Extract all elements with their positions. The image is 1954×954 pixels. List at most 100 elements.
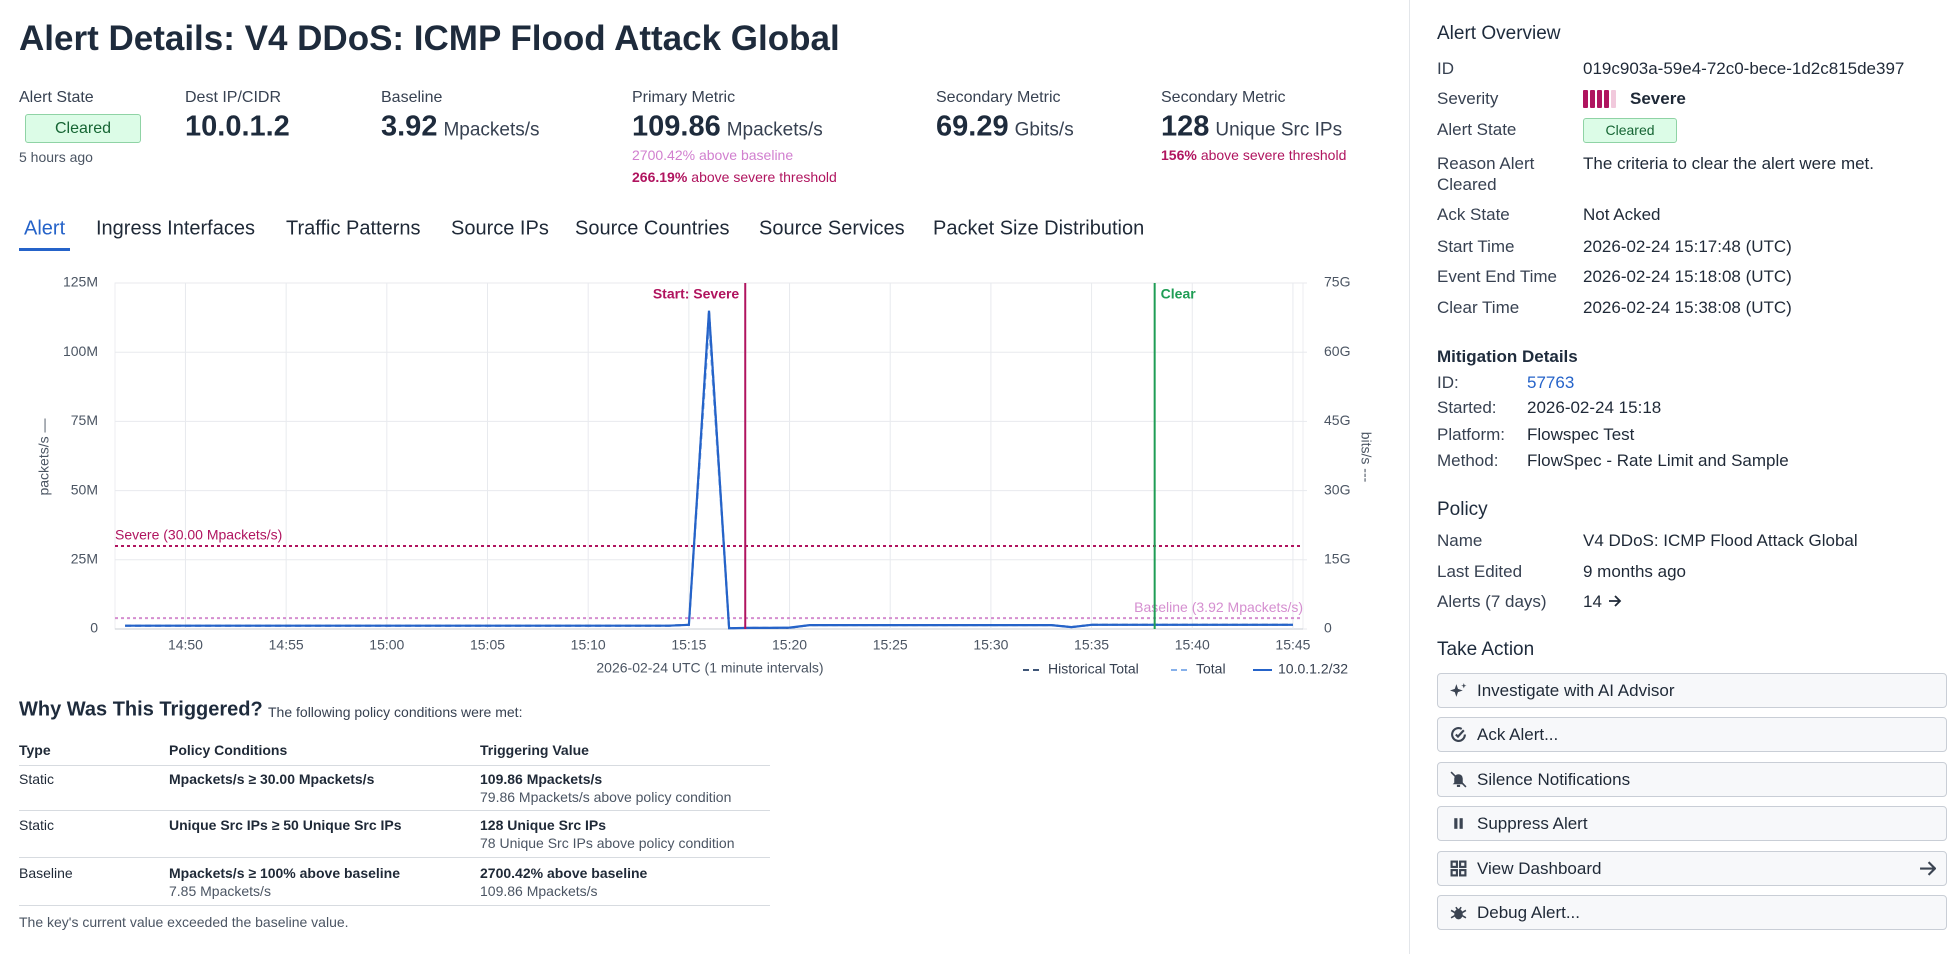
icon-part xyxy=(1459,869,1467,877)
action-button[interactable]: Ack Alert... xyxy=(1437,717,1947,752)
field-value[interactable]: 14 xyxy=(1583,592,1622,612)
button-label: Investigate with AI Advisor xyxy=(1477,680,1675,700)
tab[interactable]: Source IPs xyxy=(451,217,549,240)
metric-number: 3.92 xyxy=(381,110,438,143)
icon-part xyxy=(1461,683,1467,689)
action-button[interactable]: Debug Alert... xyxy=(1437,895,1947,930)
icon-part xyxy=(1454,818,1458,829)
field-label: ID xyxy=(1437,59,1454,78)
metric-label: Dest IP/CIDR xyxy=(185,89,282,106)
metric-value: 69.29 Gbits/s xyxy=(936,111,1074,144)
icon-part xyxy=(1451,727,1466,742)
button-label: View Dashboard xyxy=(1477,858,1602,878)
tab[interactable]: Alert xyxy=(24,217,66,240)
action-button[interactable]: View Dashboard xyxy=(1437,851,1947,886)
icon-part xyxy=(1459,818,1463,829)
cell-value: 109.86 Mpackets/s xyxy=(480,771,603,787)
metric-label: Secondary Metric xyxy=(936,89,1061,106)
tab[interactable]: Traffic Patterns xyxy=(286,217,421,240)
icon-part xyxy=(1450,860,1467,877)
x-tick-label: 15:10 xyxy=(571,637,606,653)
icon-part xyxy=(1450,684,1463,697)
cell-type: Baseline xyxy=(19,865,73,881)
time-ago: 5 hours ago xyxy=(19,149,93,165)
metric-value: 3.92 Mpackets/s xyxy=(381,111,540,144)
section-title: Mitigation Details xyxy=(1437,347,1578,366)
section-title: Take Action xyxy=(1437,639,1535,660)
event-label: Start: Severe xyxy=(653,286,740,302)
x-tick-label: 14:50 xyxy=(168,637,203,653)
cell-note: 7.85 Mpackets/s xyxy=(169,883,271,899)
x-tick-label: 15:40 xyxy=(1175,637,1210,653)
severity-bar xyxy=(1604,90,1609,108)
metric-value: 128 Unique Src IPs xyxy=(1161,111,1342,144)
x-axis-title: 2026-02-24 UTC (1 minute intervals) xyxy=(596,660,823,676)
metric-label: Secondary Metric xyxy=(1161,89,1286,106)
sidebar-divider xyxy=(1409,0,1410,954)
field-value: FlowSpec - Rate Limit and Sample xyxy=(1527,451,1789,470)
severity-bar xyxy=(1590,90,1595,108)
metric-value: 10.0.1.2 xyxy=(185,111,290,144)
column-header: Policy Conditions xyxy=(169,742,288,758)
metric-number: 128 xyxy=(1161,110,1210,143)
legend-label: Historical Total xyxy=(1048,661,1139,677)
field-value[interactable]: 57763 xyxy=(1527,373,1575,392)
field-label: Clear Time xyxy=(1437,298,1520,317)
x-tick-label: 14:55 xyxy=(269,637,304,653)
icon-part xyxy=(1454,818,1463,829)
tab[interactable]: Ingress Interfaces xyxy=(96,217,255,240)
field-label: Start Time xyxy=(1437,237,1515,256)
severity-bar xyxy=(1597,90,1602,108)
y-tick-label: 125M xyxy=(63,274,98,290)
button-label: Ack Alert... xyxy=(1477,724,1559,744)
cell-note: 109.86 Mpackets/s xyxy=(480,883,598,899)
tab[interactable]: Packet Size Distribution xyxy=(933,217,1145,240)
action-button[interactable]: Silence Notifications xyxy=(1437,762,1947,797)
icon-part xyxy=(1451,727,1466,742)
metric-number: 109.86 xyxy=(632,110,721,143)
page-title: Alert Details: V4 DDoS: ICMP Flood Attac… xyxy=(19,19,840,58)
action-button[interactable]: Suppress Alert xyxy=(1437,806,1947,841)
tab[interactable]: Source Services xyxy=(759,217,905,240)
field-label: Platform: xyxy=(1437,425,1506,444)
section-subtitle: The following policy conditions were met… xyxy=(268,704,523,720)
row-divider xyxy=(19,905,770,906)
note-text: 2700.42% above baseline xyxy=(632,147,794,163)
field-value: 2026-02-24 15:18:08 (UTC) xyxy=(1583,267,1792,286)
icon-part xyxy=(1450,683,1467,697)
metric-note: 2700.42% above baseline xyxy=(632,147,793,163)
y-tick-label: 0 xyxy=(90,620,98,636)
field-value: 9 months ago xyxy=(1583,562,1687,581)
icon-part xyxy=(1920,861,1936,876)
note-strong: 266.19% xyxy=(632,169,688,185)
field-label: Alert State xyxy=(1437,120,1517,139)
action-button[interactable]: Investigate with AI Advisor xyxy=(1437,673,1947,708)
column-header: Type xyxy=(19,742,51,758)
cell-value: 2700.42% above baseline xyxy=(480,865,648,881)
field-value: The criteria to clear the alert were met… xyxy=(1583,154,1875,173)
x-tick-label: 15:30 xyxy=(973,637,1008,653)
y-tick-label: 50M xyxy=(71,481,98,497)
icon-part xyxy=(1920,861,1936,876)
chart: 0 25M 50M 75M 100M 125M 0 15G 30G 45G 60G 75G 14:50 1… xyxy=(36,274,1375,677)
cell-note: 78 Unique Src IPs above policy condition xyxy=(480,835,735,851)
tab-underline xyxy=(19,248,70,251)
y2-tick-label: 0 xyxy=(1324,620,1332,636)
y2-axis-title: bits/s --- xyxy=(1358,432,1374,483)
icon-part xyxy=(1450,771,1467,788)
field-value: 2026-02-24 15:17:48 (UTC) xyxy=(1583,237,1792,256)
footnote: The key's current value exceeded the bas… xyxy=(19,914,349,930)
x-tick-label: 15:25 xyxy=(873,637,908,653)
tab[interactable]: Source Countries xyxy=(575,217,730,240)
status-badge: Cleared xyxy=(1583,118,1677,143)
field-label: Name xyxy=(1437,531,1483,550)
field-value: 019c903a-59e4-72c0-bece-1d2c815de397 xyxy=(1583,59,1905,78)
series-line xyxy=(125,310,1293,630)
icon-part xyxy=(1450,860,1458,868)
threshold-label: Baseline (3.92 Mpackets/s) xyxy=(1134,599,1303,615)
icon-part xyxy=(1450,906,1467,920)
metric-note: 156% above severe threshold xyxy=(1161,147,1346,163)
y-tick-label: 75M xyxy=(71,412,98,428)
cell-condition: Mpackets/s ≥ 100% above baseline xyxy=(169,865,401,881)
